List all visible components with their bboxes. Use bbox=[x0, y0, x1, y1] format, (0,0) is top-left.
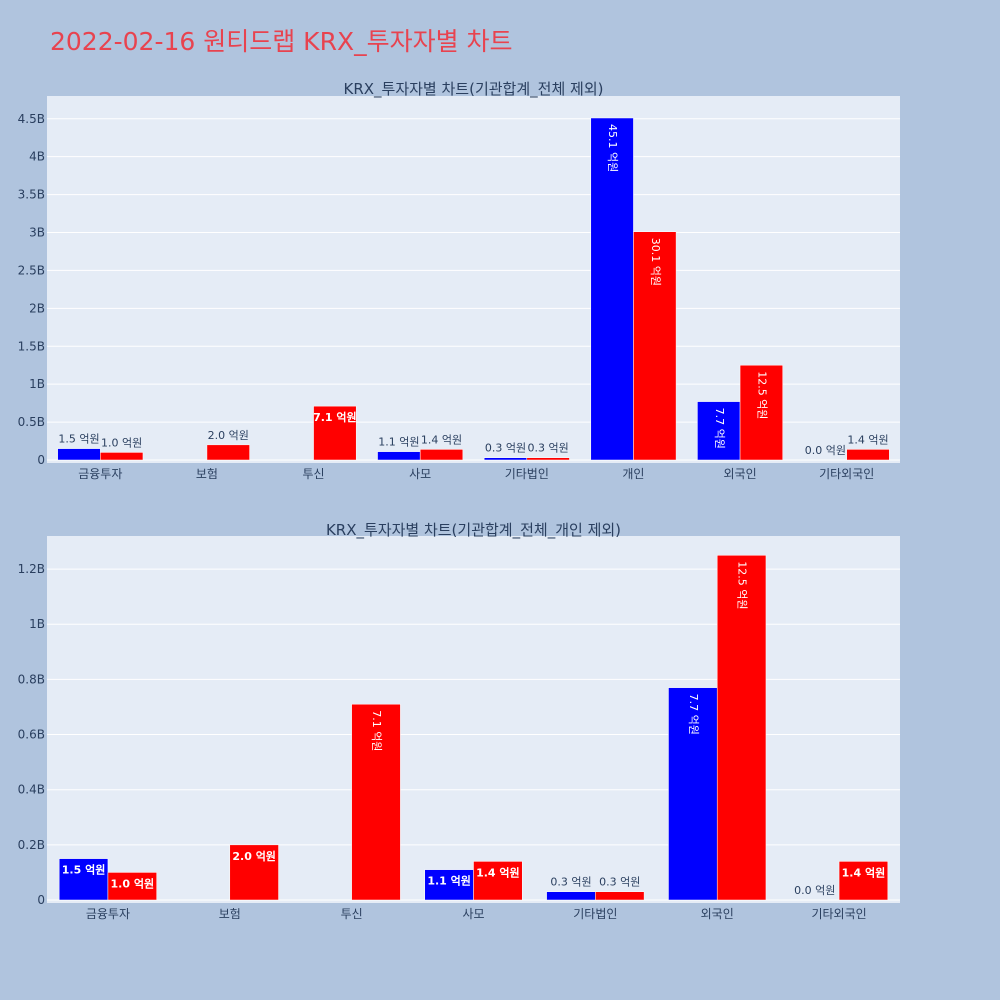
data-label: 2.0 억원 bbox=[232, 849, 276, 863]
bar bbox=[473, 861, 523, 901]
x-tick-label: 외국인 bbox=[724, 467, 757, 481]
data-label: 7.7 억원 bbox=[713, 408, 726, 449]
bar bbox=[633, 231, 677, 461]
y-tick-label: 1B bbox=[29, 377, 45, 391]
bar bbox=[716, 555, 767, 901]
data-label: 12.5 억원 bbox=[755, 371, 768, 419]
data-label: 1.0 억원 bbox=[101, 436, 142, 449]
data-label: 45.1 억원 bbox=[606, 124, 619, 172]
y-tick-label: 0 bbox=[37, 893, 45, 907]
data-label: 0.0 억원 bbox=[794, 884, 835, 897]
data-label: 0.3 억원 bbox=[528, 442, 569, 455]
bar bbox=[846, 449, 890, 461]
bar bbox=[546, 891, 596, 901]
x-tick-label: 기타외국인 bbox=[819, 467, 874, 481]
data-label: 2.0 억원 bbox=[208, 429, 249, 442]
data-label: 1.5 억원 bbox=[58, 433, 99, 446]
bar bbox=[57, 448, 101, 461]
plot-area bbox=[47, 536, 900, 903]
data-label: 0.3 억원 bbox=[599, 876, 640, 889]
bar bbox=[107, 872, 157, 901]
y-tick-label: 0 bbox=[37, 453, 45, 467]
bar bbox=[100, 452, 144, 461]
x-tick-label: 투신 bbox=[341, 907, 363, 921]
y-tick-label: 0.6B bbox=[18, 728, 45, 742]
x-tick-label: 금융투자 bbox=[86, 907, 130, 921]
data-label: 7.1 억원 bbox=[370, 710, 383, 751]
data-label: 7.7 억원 bbox=[687, 694, 700, 735]
x-tick-label: 기타법인 bbox=[573, 907, 617, 921]
y-tick-label: 1.2B bbox=[18, 562, 45, 576]
y-tick-label: 0.5B bbox=[18, 415, 45, 429]
bar bbox=[313, 405, 357, 461]
x-tick-label: 기타법인 bbox=[505, 467, 549, 481]
chart-title: KRX_투자자별 차트(기관합계_전체 제외) bbox=[344, 80, 604, 99]
chart-title: KRX_투자자별 차트(기관합계_전체_개인 제외) bbox=[326, 521, 621, 540]
data-label: 1.4 억원 bbox=[842, 865, 886, 879]
data-label: 1.0 억원 bbox=[111, 876, 155, 890]
bar bbox=[697, 401, 741, 461]
data-label: 0.0 억원 bbox=[805, 444, 846, 457]
y-tick-label: 3.5B bbox=[18, 188, 45, 202]
x-tick-label: 개인 bbox=[622, 467, 644, 481]
bar bbox=[419, 449, 464, 461]
y-tick-label: 2B bbox=[29, 301, 45, 315]
bar bbox=[424, 869, 474, 901]
y-tick-label: 0.4B bbox=[18, 783, 45, 797]
bar bbox=[377, 451, 421, 461]
x-tick-label: 보험 bbox=[196, 467, 218, 481]
x-tick-label: 보험 bbox=[219, 907, 241, 921]
bar bbox=[838, 861, 889, 901]
data-label: 1.1 억원 bbox=[427, 874, 471, 888]
y-tick-label: 2.5B bbox=[18, 263, 45, 277]
bar bbox=[229, 844, 279, 901]
bar bbox=[58, 858, 109, 901]
bar bbox=[595, 891, 645, 901]
bar bbox=[206, 444, 250, 461]
data-label: 1.4 억원 bbox=[847, 433, 888, 446]
bar bbox=[526, 457, 570, 461]
data-label: 0.3 억원 bbox=[485, 442, 526, 455]
data-label: 30.1 억원 bbox=[649, 238, 662, 286]
x-tick-label: 사모 bbox=[409, 467, 431, 481]
x-tick-label: 기타외국인 bbox=[811, 907, 866, 921]
data-label: 1.1 억원 bbox=[378, 436, 419, 449]
data-label: 1.4 억원 bbox=[421, 433, 462, 446]
chart-1: 0 0.5B 1B 1.5B 2B 2.5B 3B 3.5B 4B 4.5B KRX_투자자별 차트… bbox=[18, 80, 900, 481]
bar bbox=[590, 117, 634, 461]
bar bbox=[739, 364, 783, 461]
x-tick-label: 사모 bbox=[462, 907, 484, 921]
data-label: 0.3 억원 bbox=[550, 876, 591, 889]
bar bbox=[351, 703, 401, 901]
y-tick-label: 1B bbox=[29, 617, 45, 631]
x-tick-label: 금융투자 bbox=[78, 467, 122, 481]
data-label: 7.1 억원 bbox=[313, 410, 357, 424]
y-tick-label: 3B bbox=[29, 226, 45, 240]
y-tick-label: 0.2B bbox=[18, 838, 45, 852]
chart-2: 0 0.2B 0.4B 0.6B 0.8B 1B 1.2B KRX_투자자별 차트(기관합계_… bbox=[18, 521, 900, 921]
x-tick-label: 투신 bbox=[303, 467, 325, 481]
y-tick-label: 1.5B bbox=[18, 339, 45, 353]
bar bbox=[483, 457, 528, 461]
data-label: 1.5 억원 bbox=[62, 863, 106, 877]
data-label: 1.4 억원 bbox=[476, 865, 520, 879]
y-tick-label: 4B bbox=[29, 150, 45, 164]
y-tick-label: 0.8B bbox=[18, 672, 45, 686]
bar bbox=[668, 687, 718, 901]
y-tick-label: 4.5B bbox=[18, 112, 45, 126]
page-title: 2022-02-16 원티드랩 KRX_투자자별 차트 bbox=[50, 27, 513, 56]
x-tick-label: 외국인 bbox=[701, 907, 734, 921]
data-label: 12.5 억원 bbox=[736, 561, 749, 609]
